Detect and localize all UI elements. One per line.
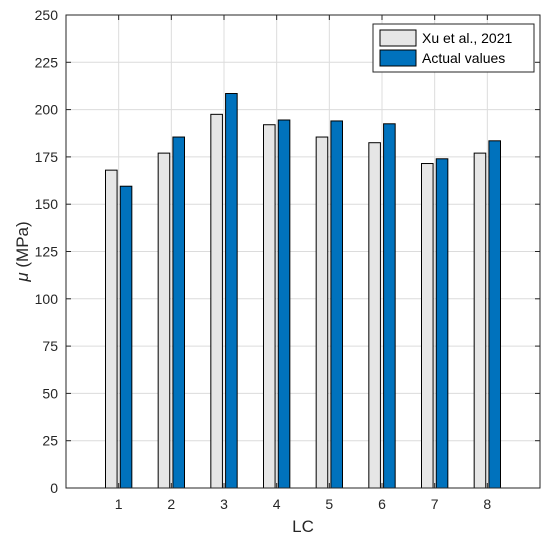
- bar-actual-value: [435, 158, 449, 489]
- legend: Xu et al., 2021 Actual values: [372, 23, 535, 73]
- bar-xu-et-al: [210, 113, 223, 489]
- bar-xu-et-al: [105, 169, 118, 489]
- bar-actual-value: [488, 140, 501, 489]
- legend-label-actual: Actual values: [422, 50, 505, 66]
- bar-actual-value: [383, 123, 396, 489]
- bar-xu-et-al: [157, 152, 171, 489]
- x-axis-label: LC: [292, 517, 314, 536]
- x-tick-label: 1: [115, 496, 123, 512]
- bar-xu-et-al: [421, 163, 434, 489]
- x-tick-label: 6: [378, 496, 386, 512]
- bars: [105, 93, 501, 489]
- x-tick-label: 2: [167, 496, 175, 512]
- y-axis-label-symbol: μ: [13, 272, 32, 283]
- y-axis-label-unit: (MPa): [13, 221, 32, 272]
- bar-actual-value: [225, 93, 238, 489]
- bar-actual-value: [172, 136, 185, 489]
- y-tick-label: 175: [35, 149, 59, 165]
- bar-actual-value: [277, 119, 291, 489]
- x-tick-label: 4: [273, 496, 281, 512]
- y-tick-label: 0: [50, 480, 58, 496]
- x-tick-label: 7: [431, 496, 439, 512]
- x-tick-label: 3: [220, 496, 228, 512]
- legend-label-xu: Xu et al., 2021: [422, 30, 513, 46]
- y-tick-label: 200: [35, 102, 59, 118]
- y-axis-label: μ (MPa): [13, 221, 32, 282]
- y-tick-label: 225: [35, 54, 59, 70]
- bar-xu-et-al: [473, 152, 487, 489]
- legend-swatch-actual: [379, 49, 417, 67]
- bar-actual-value: [119, 185, 133, 489]
- bar-xu-et-al: [315, 136, 329, 489]
- y-tick-label: 150: [35, 196, 59, 212]
- x-tick-label: 5: [325, 496, 333, 512]
- y-tick-label: 75: [42, 338, 58, 354]
- bar-xu-et-al: [263, 124, 276, 489]
- grid-lines: [66, 14, 540, 489]
- y-tick-label: 50: [42, 385, 58, 401]
- bar-actual-value: [330, 120, 343, 489]
- x-tick-label: 8: [483, 496, 491, 512]
- y-tick-label: 100: [35, 291, 59, 307]
- y-tick-label: 25: [42, 433, 58, 449]
- bar-xu-et-al: [368, 142, 381, 489]
- y-tick-label: 250: [35, 7, 59, 23]
- legend-swatch-xu: [379, 29, 417, 47]
- axis-ticks: 0 25 50 75 100 125 150 175 200 225 250 1 2 3 4 5 6 7 8: [35, 7, 540, 512]
- y-tick-label: 125: [35, 244, 59, 260]
